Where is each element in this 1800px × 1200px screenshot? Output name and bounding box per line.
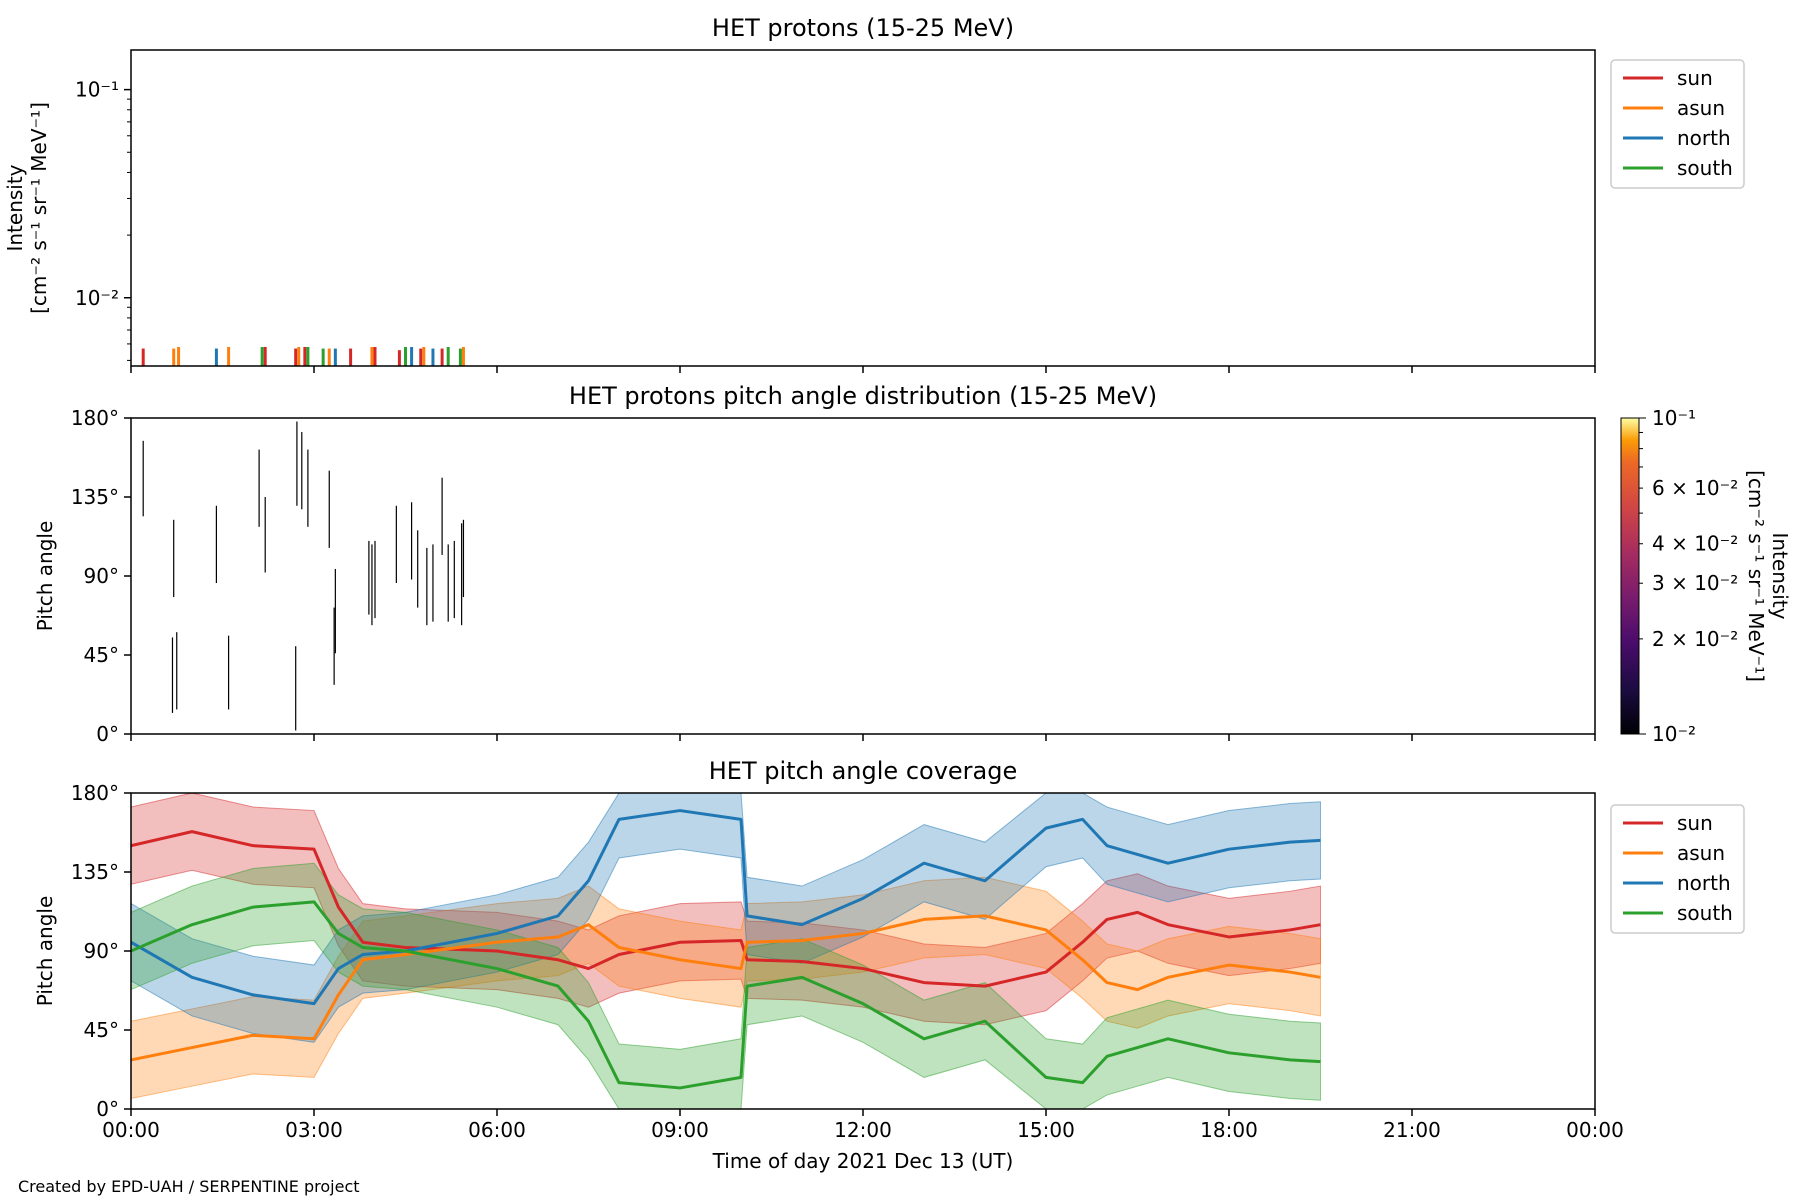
legend-box	[1610, 804, 1745, 934]
x-tick-label: 15:00	[1017, 1118, 1075, 1142]
panel3-frame	[130, 792, 1596, 1110]
y-tick-label: 45°	[84, 643, 119, 667]
legend-label-north: north	[1677, 871, 1731, 895]
y-tick-label: 0°	[96, 1097, 119, 1121]
legend-label-south: south	[1677, 901, 1733, 925]
y-tick-label: 90°	[84, 939, 119, 963]
line-asun	[131, 914, 1321, 1062]
colorbar-label-line2: [cm⁻² s⁻¹ sr⁻¹ MeV⁻¹]	[1744, 470, 1768, 682]
panel1-data	[141, 346, 465, 366]
y-tick-label: 10⁻²	[75, 286, 119, 310]
panel1-legend: sun asun north south	[1610, 59, 1745, 189]
colorbar-tick-label: 2 × 10⁻²	[1652, 627, 1738, 651]
x-tick-label: 21:00	[1383, 1118, 1441, 1142]
colorbar: 10⁻¹ 6 × 10⁻² 4 × 10⁻² 3 × 10⁻² 2 × 10⁻² 10⁻²…	[1620, 406, 1792, 746]
x-tick-label: 12:00	[834, 1118, 892, 1142]
panel3-legend: sun asun north south	[1610, 804, 1745, 934]
colorbar-label-line1: Intensity	[1768, 532, 1792, 619]
panel-intensity: HET protons (15-25 MeV) Intensity [cm⁻² …	[3, 14, 1745, 373]
credit-footer: Created by EPD-UAH / SERPENTINE project	[18, 1177, 360, 1196]
line-south	[131, 900, 1321, 1090]
y-tick-label: 180°	[71, 781, 119, 805]
panel1-frame	[130, 49, 1596, 367]
band-asun	[131, 876, 1321, 1099]
legend-label-asun: asun	[1677, 96, 1725, 120]
colorbar-tick-label: 10⁻²	[1652, 722, 1696, 746]
x-tick-label: 00:00	[102, 1118, 160, 1142]
x-axis-label: Time of day 2021 Dec 13 (UT)	[712, 1149, 1014, 1173]
y-tick-label: 45°	[84, 1018, 119, 1042]
y-tick-label: 135°	[71, 860, 119, 884]
legend-label-sun: sun	[1677, 66, 1713, 90]
colorbar-tick-label: 6 × 10⁻²	[1652, 476, 1738, 500]
panel2-title: HET protons pitch angle distribution (15…	[569, 382, 1157, 410]
colorbar-tick-label: 3 × 10⁻²	[1652, 571, 1738, 595]
panel2-ticks: 0° 45° 90° 135° 180°	[71, 406, 1596, 746]
y-tick-label: 135°	[71, 485, 119, 509]
panel2-ylabel: Pitch angle	[33, 521, 57, 632]
y-tick-label: 10⁻¹	[75, 78, 119, 102]
panel3-data	[131, 793, 1321, 1109]
x-tick-label: 00:00	[1566, 1118, 1624, 1142]
line-north	[131, 809, 1321, 1006]
legend-box	[1610, 59, 1745, 189]
panel1-ylabel-line1: Intensity	[3, 164, 27, 251]
panel1-ylabel: Intensity [cm⁻² s⁻¹ sr⁻¹ MeV⁻¹]	[3, 102, 51, 314]
panel3-title: HET pitch angle coverage	[709, 757, 1017, 785]
x-tick-label: 09:00	[651, 1118, 709, 1142]
legend-label-north: north	[1677, 126, 1731, 150]
panel2-data	[142, 421, 465, 731]
panel3-ylabel: Pitch angle	[33, 896, 57, 1007]
panel3-ticks: 0° 45° 90° 135° 180° 00:00 03:00 06:00 09:00 12:0…	[71, 781, 1624, 1142]
panel-coverage: HET pitch angle coverage Pitch angle 0° 4…	[33, 757, 1745, 1173]
legend-label-sun: sun	[1677, 811, 1713, 835]
colorbar-gradient	[1620, 417, 1640, 735]
colorbar-tick-label: 10⁻¹	[1652, 406, 1696, 430]
y-tick-label: 90°	[84, 564, 119, 588]
panel1-ticks: 10⁻¹ 10⁻²	[75, 78, 1596, 373]
x-tick-label: 03:00	[285, 1118, 343, 1142]
y-tick-label: 180°	[71, 406, 119, 430]
legend-label-asun: asun	[1677, 841, 1725, 865]
x-tick-label: 06:00	[468, 1118, 526, 1142]
band-north	[131, 793, 1321, 1043]
panel1-ylabel-line2: [cm⁻² s⁻¹ sr⁻¹ MeV⁻¹]	[27, 102, 51, 314]
panel1-title: HET protons (15-25 MeV)	[712, 14, 1014, 42]
panel2-frame	[130, 417, 1596, 735]
x-tick-label: 18:00	[1200, 1118, 1258, 1142]
band-south	[131, 862, 1321, 1109]
colorbar-ticks: 10⁻¹ 6 × 10⁻² 4 × 10⁻² 3 × 10⁻² 2 × 10⁻² 10⁻²	[1639, 406, 1738, 746]
y-tick-label: 0°	[96, 722, 119, 746]
colorbar-tick-label: 4 × 10⁻²	[1652, 532, 1738, 556]
colorbar-label: Intensity [cm⁻² s⁻¹ sr⁻¹ MeV⁻¹]	[1744, 470, 1792, 682]
legend-label-south: south	[1677, 156, 1733, 180]
panel-pad: HET protons pitch angle distribution (15…	[33, 382, 1792, 746]
